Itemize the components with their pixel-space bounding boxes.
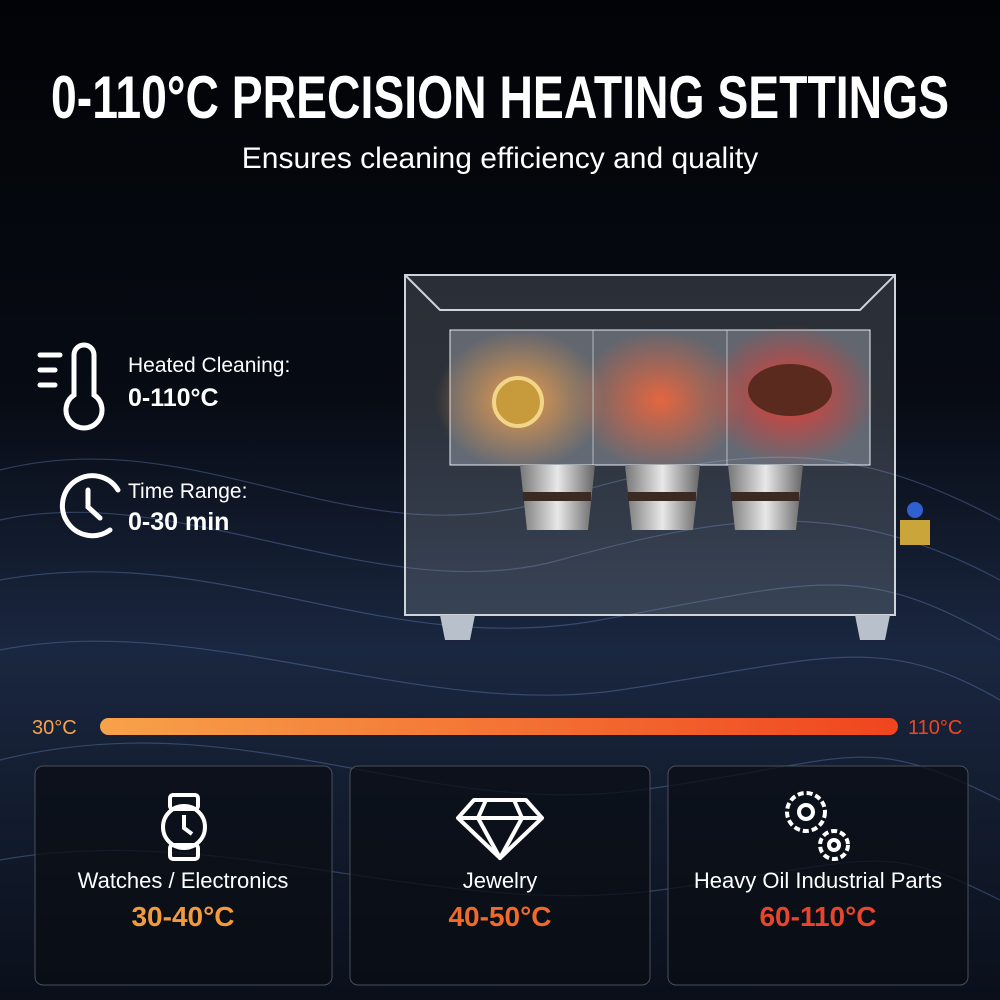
card-label: Watches / Electronics <box>78 868 289 893</box>
clock-icon <box>59 473 121 539</box>
diamond-icon <box>456 798 544 860</box>
feature-heated: Heated Cleaning: 0-110°C <box>37 342 290 431</box>
scale-start: 30°C <box>32 717 77 739</box>
watch-icon <box>161 793 207 861</box>
thermometer-icon <box>37 342 105 431</box>
cleaner-illustration <box>404 274 930 640</box>
scale-end: 110°C <box>908 717 962 739</box>
gears-icon <box>785 791 850 861</box>
gear-hub <box>797 803 815 821</box>
card: Heavy Oil Industrial Parts 60-110°C <box>667 765 969 986</box>
feature-value: 0-110°C <box>128 384 219 412</box>
card-label: Heavy Oil Industrial Parts <box>694 868 942 893</box>
feature-value: 0-30 min <box>128 508 229 536</box>
card-label: Jewelry <box>463 868 538 893</box>
gear-hub <box>827 838 841 852</box>
card: Watches / Electronics 30-40°C <box>34 765 333 986</box>
card-range: 60-110°C <box>759 901 876 932</box>
feature-label: Heated Cleaning: <box>128 354 290 377</box>
temperature-bar <box>100 718 898 735</box>
card-range: 40-50°C <box>448 901 551 932</box>
subtitle: Ensures cleaning efficiency and quality <box>242 142 758 175</box>
card-range: 30-40°C <box>131 901 234 932</box>
feature-label: Time Range: <box>128 480 247 503</box>
feature-time: Time Range: 0-30 min <box>59 473 247 539</box>
title: 0-110°C PRECISION HEATING SETTINGS <box>51 64 949 131</box>
card: Jewelry 40-50°C <box>349 765 651 986</box>
